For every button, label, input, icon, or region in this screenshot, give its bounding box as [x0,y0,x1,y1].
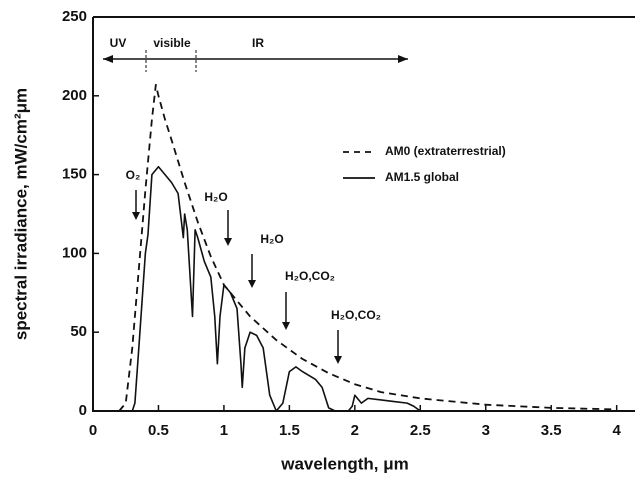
x-tick-label: 0.5 [148,422,169,439]
x-tick-label: 4 [612,422,621,439]
x-tick-label: 0 [89,422,97,439]
x-tick-label: 2.5 [410,422,431,439]
annotation: H₂O,CO₂ [331,308,381,322]
y-tick-label: 100 [62,244,87,261]
axes [92,16,635,412]
region-label: UV [110,36,127,50]
legend-label: AM0 (extraterrestrial) [385,144,506,158]
x-axis-title: wavelength, μm [280,454,409,473]
y-axis-title: spectral irradiance, mW/cm²μm [11,88,30,340]
y-tick-label: 150 [62,166,87,183]
y-tick-label: 0 [79,402,87,419]
y-tick-label: 250 [62,8,87,25]
annotation: H₂O [260,232,283,246]
x-tick-label: 3 [482,422,490,439]
x-tick-label: 3.5 [541,422,562,439]
annotation-arrowhead [334,356,342,364]
annotation: O₂ [126,168,141,182]
legend-label: AM1.5 global [385,170,459,184]
annotation: H₂O [204,190,227,204]
series-line [118,83,617,412]
region-label: visible [153,36,191,50]
region-label: IR [252,36,264,50]
annotation-arrowhead [248,280,256,288]
series-line [131,165,421,412]
annotation-arrowhead [224,238,232,246]
x-tick-label: 1.5 [279,422,300,439]
annotation: H₂O,CO₂ [285,269,335,283]
y-tick-label: 50 [70,323,87,340]
x-tick-label: 2 [351,422,359,439]
y-tick-label: 200 [62,87,87,104]
annotation-arrowhead [132,212,140,220]
x-tick-label: 1 [220,422,228,439]
annotation-arrowhead [282,322,290,330]
